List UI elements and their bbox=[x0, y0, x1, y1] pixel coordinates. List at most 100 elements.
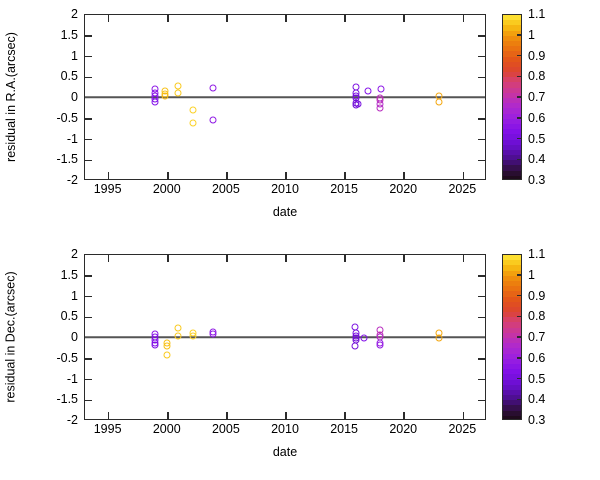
colorbar-band bbox=[503, 92, 521, 99]
colorbar-ticks-ra bbox=[502, 14, 522, 180]
y-tick-mark-right bbox=[478, 275, 485, 277]
colorbar-band bbox=[503, 77, 521, 84]
y-tick-mark-right bbox=[478, 35, 485, 37]
y-axis-title-ra: residual in R.A.(arcsec) bbox=[2, 14, 20, 180]
colorbar-tick-label: 0.8 bbox=[528, 69, 546, 83]
colorbar-band bbox=[503, 369, 521, 375]
colorbar-band bbox=[503, 113, 521, 120]
colorbar-tick-label: 1 bbox=[528, 267, 535, 282]
colorbar-tick-label: 0.3 bbox=[528, 412, 546, 427]
colorbar-band bbox=[503, 108, 521, 115]
colorbar-band bbox=[503, 280, 521, 287]
y-tick-mark bbox=[85, 159, 92, 161]
colorbar-tick-mark bbox=[517, 54, 522, 57]
x-tick-mark bbox=[107, 172, 110, 179]
colorbar-tick-mark bbox=[517, 398, 522, 400]
x-tick-label: 1995 bbox=[93, 422, 122, 436]
colorbar-tick-label: 1.1 bbox=[528, 246, 546, 261]
y-tick-label: -1.5 bbox=[56, 392, 78, 406]
scatter-point bbox=[209, 116, 217, 124]
x-axis-title-ra: date bbox=[272, 205, 298, 219]
colorbar-band bbox=[503, 82, 521, 89]
y-tick-label: -1.5 bbox=[56, 152, 78, 166]
y-tick-label: -2 bbox=[66, 172, 78, 187]
x-tick-mark-top bbox=[462, 15, 465, 22]
colorbar-band bbox=[503, 306, 521, 313]
colorbar-band bbox=[503, 312, 521, 318]
y-tick-mark bbox=[85, 358, 92, 360]
x-tick-label: 2020 bbox=[389, 182, 418, 196]
y-axis-tick-labels-dec: -2 -1.5 -1 -0.5 0 0.5 1 1.5 2 bbox=[34, 248, 78, 426]
colorbar-band bbox=[503, 358, 521, 365]
colorbar-tick-mark bbox=[517, 34, 522, 36]
x-tick-mark-top bbox=[107, 15, 110, 22]
colorbar-tick-mark bbox=[517, 294, 522, 297]
x-tick-label: 2000 bbox=[152, 422, 181, 436]
colorbar-tick-label: 0.6 bbox=[528, 350, 546, 365]
scatter-point bbox=[174, 324, 182, 332]
colorbar-band bbox=[503, 400, 521, 407]
colorbar-band bbox=[503, 374, 521, 381]
y-tick-mark bbox=[85, 76, 92, 78]
x-axis-tick-labels-ra: 1995 2000 2005 2010 2015 2020 2025 bbox=[84, 183, 486, 201]
x-tick-mark-top bbox=[226, 255, 228, 262]
colorbar-tick-mark bbox=[517, 75, 522, 77]
scatter-point bbox=[189, 119, 197, 127]
colorbar-band bbox=[503, 265, 521, 272]
colorbar-tick-labels-ra: 1.1 1 0.9 0.8 0.7 0.6 0.5 0.4 0.3 bbox=[528, 8, 588, 186]
x-tick-mark-top bbox=[167, 255, 169, 262]
scatter-point bbox=[377, 85, 385, 93]
colorbar-tick-mark bbox=[517, 357, 522, 359]
colorbar-band bbox=[503, 384, 521, 391]
colorbar-tick-label: 0.4 bbox=[528, 152, 546, 166]
y-tick-mark-right bbox=[478, 55, 485, 58]
x-tick-mark bbox=[226, 412, 228, 419]
scatter-point bbox=[174, 82, 182, 90]
zero-reference-line-dec bbox=[85, 336, 485, 338]
x-axis-tick-labels-dec: 1995 2000 2005 2010 2015 2020 2025 bbox=[84, 423, 486, 441]
x-tick-mark bbox=[403, 172, 405, 179]
colorbar-band bbox=[503, 144, 521, 151]
colorbar-band bbox=[503, 134, 521, 141]
x-tick-label: 2025 bbox=[448, 422, 477, 436]
scatter-point bbox=[163, 342, 171, 350]
x-tick-mark-top bbox=[403, 15, 405, 22]
scatter-point bbox=[351, 342, 359, 350]
colorbar-band bbox=[503, 20, 521, 26]
x-tick-mark bbox=[462, 172, 465, 179]
colorbar-band bbox=[503, 66, 521, 73]
x-tick-label: 2005 bbox=[211, 422, 240, 436]
x-tick-mark-top bbox=[226, 15, 228, 22]
y-tick-mark bbox=[85, 138, 92, 141]
x-tick-mark-top bbox=[167, 15, 169, 22]
y-tick-label: 0.5 bbox=[60, 69, 78, 83]
colorbar-ticks-dec bbox=[502, 254, 522, 420]
colorbar-tick-label: 1.1 bbox=[528, 6, 546, 21]
x-tick-mark bbox=[226, 172, 228, 179]
colorbar-band bbox=[503, 40, 521, 47]
y-axis-title-ra-text: residual in R.A.(arcsec) bbox=[4, 32, 18, 162]
y-tick-mark bbox=[85, 275, 92, 277]
y-tick-label: 0 bbox=[71, 329, 78, 344]
x-tick-mark-top bbox=[285, 15, 287, 22]
colorbar-band bbox=[503, 322, 521, 329]
y-tick-label: -1 bbox=[66, 371, 78, 386]
colorbar-band bbox=[503, 139, 521, 146]
colorbar-band bbox=[503, 165, 521, 172]
colorbar-band bbox=[503, 87, 521, 94]
x-tick-mark-top bbox=[403, 255, 405, 262]
x-tick-mark bbox=[167, 172, 169, 179]
colorbar-band bbox=[503, 149, 521, 156]
colorbar-tick-mark bbox=[517, 137, 522, 140]
scatter-point bbox=[174, 89, 182, 97]
scatter-point bbox=[376, 341, 384, 349]
y-tick-mark bbox=[85, 399, 92, 401]
colorbar-band bbox=[503, 260, 521, 266]
y-axis-tick-labels-ra: -2 -1.5 -1 -0.5 0 0.5 1 1.5 2 bbox=[34, 8, 78, 186]
y-tick-label: -0.5 bbox=[56, 110, 78, 125]
colorbar-tick-label: 0.3 bbox=[528, 172, 546, 187]
colorbar-tick-label: 0.5 bbox=[528, 371, 546, 386]
y-tick-mark bbox=[85, 118, 92, 120]
scatter-point bbox=[151, 98, 159, 106]
x-tick-label: 2010 bbox=[271, 422, 299, 436]
